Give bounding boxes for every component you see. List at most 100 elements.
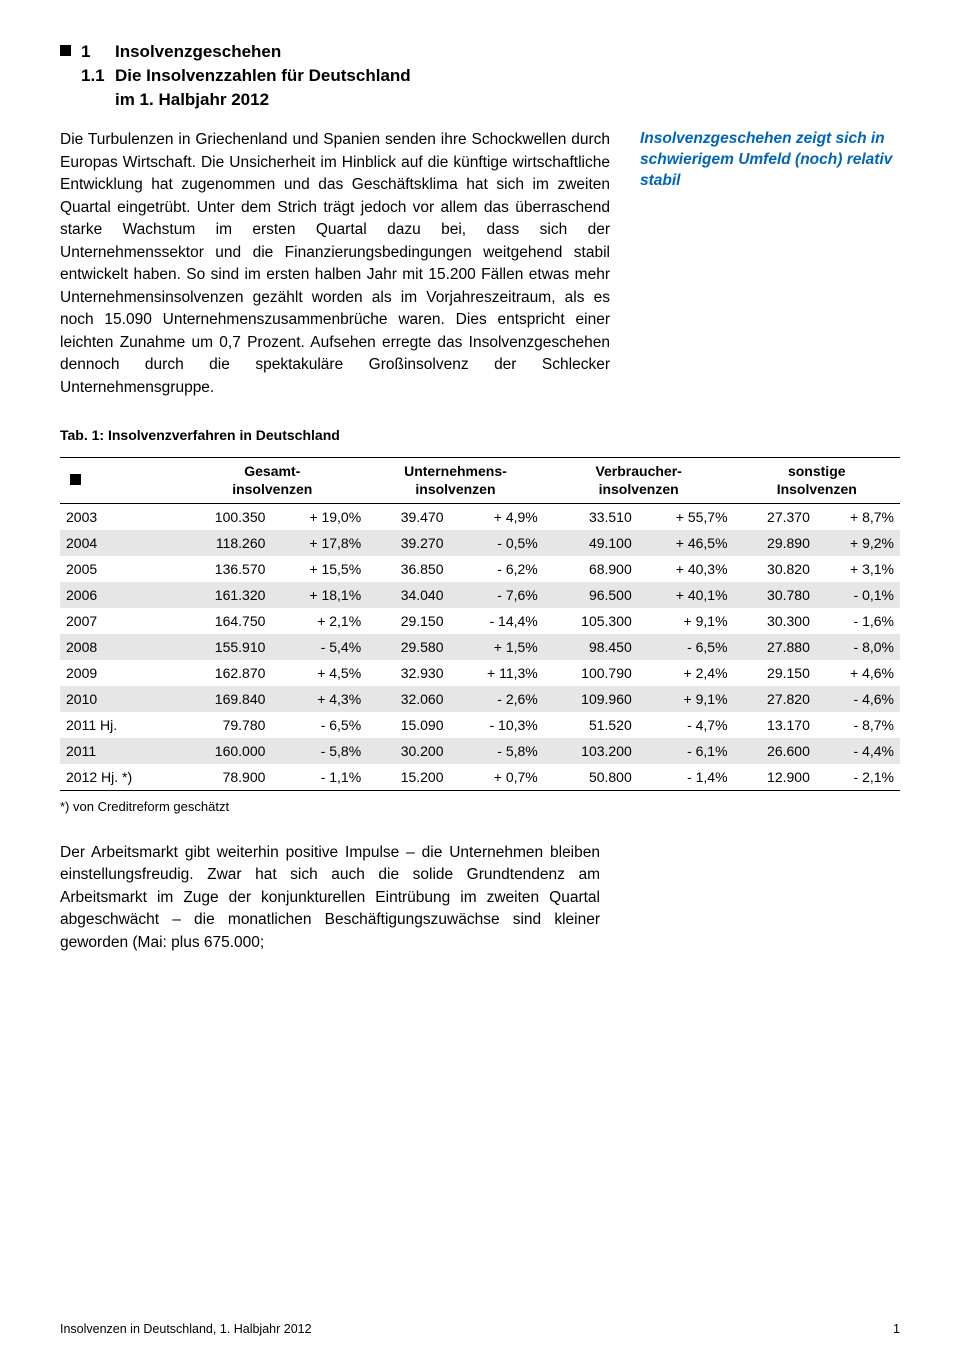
cell-year: 2006 [60, 582, 177, 608]
cell-pct-d: + 4,6% [816, 660, 900, 686]
table-row: 2005136.570+ 15,5%36.850- 6,2%68.900+ 40… [60, 556, 900, 582]
cell-val-a: 79.780 [177, 712, 271, 738]
cell-year: 2012 Hj. *) [60, 764, 177, 791]
cell-pct-a: + 4,3% [271, 686, 367, 712]
cell-val-c: 68.900 [544, 556, 638, 582]
cell-val-c: 103.200 [544, 738, 638, 764]
page: 1 Insolvenzgeschehen 1.1 Die Insolvenzza… [0, 0, 960, 1361]
cell-val-c: 96.500 [544, 582, 638, 608]
cell-year: 2009 [60, 660, 177, 686]
cell-val-b: 15.090 [367, 712, 449, 738]
footer-page-number: 1 [893, 1322, 900, 1336]
cell-val-a: 118.260 [177, 530, 271, 556]
cell-val-d: 29.150 [734, 660, 816, 686]
table-header-row: Gesamt- insolvenzen Unternehmens- insolv… [60, 458, 900, 504]
table-caption: Tab. 1: Insolvenzverfahren in Deutschlan… [60, 427, 900, 443]
cell-pct-b: - 10,3% [450, 712, 544, 738]
square-icon [70, 474, 81, 485]
cell-pct-b: + 11,3% [450, 660, 544, 686]
cell-val-a: 161.320 [177, 582, 271, 608]
cell-val-a: 100.350 [177, 504, 271, 531]
cell-pct-c: + 2,4% [638, 660, 734, 686]
cell-pct-d: - 1,6% [816, 608, 900, 634]
cell-pct-a: - 5,4% [271, 634, 367, 660]
col4-label: sonstige Insolvenzen [777, 463, 857, 497]
heading-1-number: 1 [81, 40, 115, 64]
heading-block: 1 Insolvenzgeschehen 1.1 Die Insolvenzza… [60, 40, 900, 111]
cell-pct-c: - 1,4% [638, 764, 734, 791]
cell-pct-c: - 6,5% [638, 634, 734, 660]
cell-val-d: 13.170 [734, 712, 816, 738]
cell-val-b: 34.040 [367, 582, 449, 608]
table-footnote: *) von Creditreform geschätzt [60, 799, 900, 814]
cell-pct-c: + 9,1% [638, 686, 734, 712]
cell-pct-b: + 0,7% [450, 764, 544, 791]
cell-val-d: 26.600 [734, 738, 816, 764]
cell-pct-c: + 9,1% [638, 608, 734, 634]
cell-pct-a: - 5,8% [271, 738, 367, 764]
cell-val-d: 27.370 [734, 504, 816, 531]
cell-year: 2005 [60, 556, 177, 582]
cell-year: 2007 [60, 608, 177, 634]
cell-pct-c: + 40,1% [638, 582, 734, 608]
cell-pct-a: + 4,5% [271, 660, 367, 686]
table-header-corner [60, 458, 177, 504]
cell-val-b: 32.930 [367, 660, 449, 686]
table-row: 2007164.750+ 2,1%29.150- 14,4%105.300+ 9… [60, 608, 900, 634]
cell-year: 2011 Hj. [60, 712, 177, 738]
page-footer: Insolvenzen in Deutschland, 1. Halbjahr … [60, 1322, 900, 1336]
cell-pct-c: - 6,1% [638, 738, 734, 764]
cell-year: 2004 [60, 530, 177, 556]
cell-pct-c: + 46,5% [638, 530, 734, 556]
table-header-col4: sonstige Insolvenzen [734, 458, 900, 504]
cell-pct-a: + 18,1% [271, 582, 367, 608]
cell-pct-d: - 2,1% [816, 764, 900, 791]
cell-val-b: 29.580 [367, 634, 449, 660]
table-row: 2009162.870+ 4,5%32.930+ 11,3%100.790+ 2… [60, 660, 900, 686]
cell-pct-d: - 8,7% [816, 712, 900, 738]
cell-val-a: 136.570 [177, 556, 271, 582]
cell-val-b: 39.470 [367, 504, 449, 531]
body-paragraph-1: Die Turbulenzen in Griechenland und Span… [60, 129, 610, 399]
cell-pct-a: - 6,5% [271, 712, 367, 738]
cell-val-a: 164.750 [177, 608, 271, 634]
heading-2-line1: Die Insolvenzzahlen für Deutschland [115, 66, 411, 85]
insolvency-table: Gesamt- insolvenzen Unternehmens- insolv… [60, 457, 900, 791]
table-row: 2011 Hj.79.780- 6,5%15.090- 10,3%51.520-… [60, 712, 900, 738]
col3-label: Verbraucher- insolvenzen [595, 463, 681, 497]
cell-year: 2003 [60, 504, 177, 531]
cell-pct-a: + 2,1% [271, 608, 367, 634]
cell-pct-b: - 5,8% [450, 738, 544, 764]
table-row: 2006161.320+ 18,1%34.040- 7,6%96.500+ 40… [60, 582, 900, 608]
cell-val-c: 98.450 [544, 634, 638, 660]
cell-pct-c: - 4,7% [638, 712, 734, 738]
cell-val-a: 162.870 [177, 660, 271, 686]
cell-pct-d: + 8,7% [816, 504, 900, 531]
cell-pct-b: - 2,6% [450, 686, 544, 712]
table-row: 2010169.840+ 4,3%32.060- 2,6%109.960+ 9,… [60, 686, 900, 712]
cell-val-c: 109.960 [544, 686, 638, 712]
cell-val-b: 29.150 [367, 608, 449, 634]
table-row: 2011160.000- 5,8%30.200- 5,8%103.200- 6,… [60, 738, 900, 764]
cell-pct-c: + 40,3% [638, 556, 734, 582]
col2-label: Unternehmens- insolvenzen [404, 463, 507, 497]
cell-val-d: 30.820 [734, 556, 816, 582]
cell-pct-d: - 4,4% [816, 738, 900, 764]
cell-val-b: 15.200 [367, 764, 449, 791]
table-row: 2008155.910- 5,4%29.580+ 1,5%98.450- 6,5… [60, 634, 900, 660]
two-column-layout: Die Turbulenzen in Griechenland und Span… [60, 129, 900, 399]
cell-val-c: 105.300 [544, 608, 638, 634]
col1-label: Gesamt- insolvenzen [232, 463, 312, 497]
cell-val-d: 30.300 [734, 608, 816, 634]
cell-pct-d: + 9,2% [816, 530, 900, 556]
cell-val-d: 27.820 [734, 686, 816, 712]
table-row: 2012 Hj. *)78.900- 1,1%15.200+ 0,7%50.80… [60, 764, 900, 791]
table-body: 2003100.350+ 19,0%39.470+ 4,9%33.510+ 55… [60, 504, 900, 791]
heading-2-line2: im 1. Halbjahr 2012 [115, 90, 269, 109]
heading-1: 1 Insolvenzgeschehen [60, 40, 900, 64]
cell-val-b: 32.060 [367, 686, 449, 712]
cell-val-c: 51.520 [544, 712, 638, 738]
cell-pct-b: + 1,5% [450, 634, 544, 660]
cell-pct-a: - 1,1% [271, 764, 367, 791]
cell-val-a: 169.840 [177, 686, 271, 712]
